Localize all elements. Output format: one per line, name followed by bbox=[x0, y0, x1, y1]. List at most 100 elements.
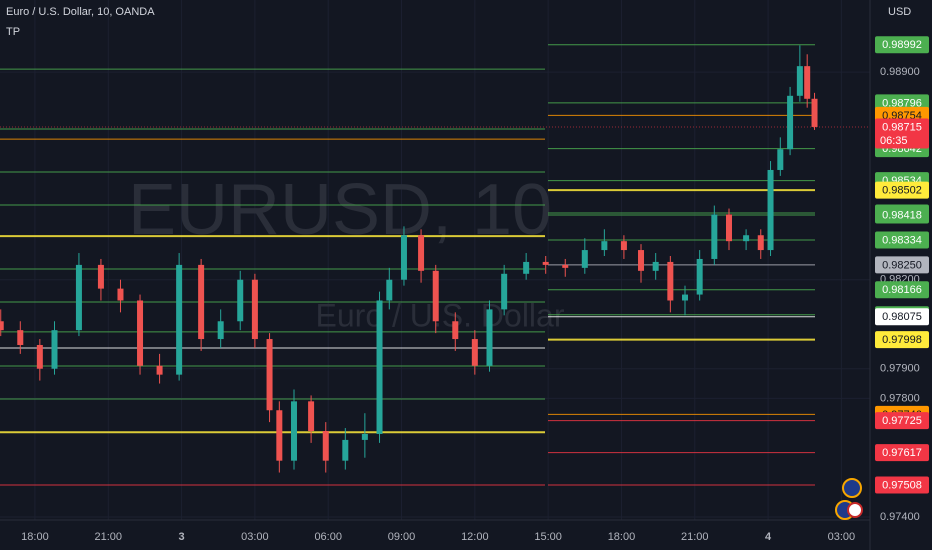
level-label: 0.98992 bbox=[882, 39, 922, 51]
candle-body bbox=[137, 300, 144, 366]
event-icon[interactable] bbox=[842, 478, 862, 498]
candle-body bbox=[652, 261, 659, 271]
candle-body bbox=[361, 433, 368, 440]
candle-body bbox=[251, 279, 258, 340]
x-tick-label: 21:00 bbox=[94, 531, 122, 543]
watermark-subtitle: Euro / U.S. Dollar bbox=[316, 297, 565, 333]
candle-body bbox=[711, 214, 718, 259]
candle-body bbox=[638, 250, 645, 271]
level-label: 0.98166 bbox=[882, 284, 922, 296]
level-label-box bbox=[875, 36, 929, 54]
candle-body bbox=[486, 309, 493, 366]
level-label: 0.97725 bbox=[882, 415, 922, 427]
candle-body bbox=[276, 410, 283, 461]
level-label-box bbox=[875, 308, 929, 326]
level-label-box bbox=[875, 206, 929, 224]
candle-body bbox=[471, 339, 478, 366]
level-label-box bbox=[875, 476, 929, 494]
x-tick-label: 03:00 bbox=[828, 531, 856, 543]
x-tick-label: 18:00 bbox=[608, 531, 636, 543]
chart-title: Euro / U.S. Dollar, 10, OANDA bbox=[6, 6, 155, 18]
candle-body bbox=[601, 241, 608, 251]
x-tick-label: 18:00 bbox=[21, 531, 49, 543]
level-label-box bbox=[875, 231, 929, 249]
candle-body bbox=[322, 431, 329, 461]
candle-body bbox=[523, 261, 530, 274]
level-label: 0.98502 bbox=[882, 185, 922, 197]
candle-body bbox=[787, 95, 794, 150]
level-label-box bbox=[875, 256, 929, 274]
candle-body bbox=[432, 270, 439, 322]
level-label: 0.98250 bbox=[882, 259, 922, 271]
x-tick-label: 15:00 bbox=[534, 531, 562, 543]
candle-body bbox=[400, 235, 407, 280]
candle-body bbox=[342, 439, 349, 461]
indicator-name: TP bbox=[6, 26, 20, 38]
x-tick-label: 4 bbox=[765, 531, 772, 543]
x-tick-label: 3 bbox=[179, 531, 185, 543]
x-tick-label: 09:00 bbox=[388, 531, 416, 543]
candle-body bbox=[308, 401, 315, 432]
candle-body bbox=[696, 258, 703, 295]
candle-body bbox=[667, 261, 674, 301]
candle-body bbox=[176, 264, 183, 375]
level-label-box bbox=[875, 444, 929, 462]
candle-body bbox=[796, 66, 803, 96]
y-tick-label: 0.98900 bbox=[880, 66, 920, 78]
level-label: 0.98075 bbox=[882, 311, 922, 323]
candle-body bbox=[581, 250, 588, 268]
candle-body bbox=[0, 321, 4, 331]
x-tick-label: 21:00 bbox=[681, 531, 709, 543]
candle-body bbox=[452, 321, 459, 340]
candle-body bbox=[156, 365, 163, 375]
candle-body bbox=[75, 264, 82, 331]
candle-body bbox=[217, 321, 224, 340]
candle-body bbox=[542, 261, 549, 265]
candle-body bbox=[804, 66, 811, 99]
level-label: 0.97508 bbox=[882, 479, 922, 491]
candle-body bbox=[501, 273, 508, 310]
level-label: 0.98796 bbox=[882, 97, 922, 109]
level-label: 0.98418 bbox=[882, 209, 922, 221]
last-price-box bbox=[875, 118, 929, 149]
candle-body bbox=[376, 300, 383, 434]
x-tick-label: 12:00 bbox=[461, 531, 489, 543]
x-tick-label: 03:00 bbox=[241, 531, 269, 543]
candle-body bbox=[725, 214, 732, 242]
level-label-box bbox=[875, 331, 929, 349]
candle-body bbox=[266, 339, 273, 411]
y-tick-label: 0.97400 bbox=[880, 511, 920, 523]
candle-body bbox=[418, 235, 425, 271]
candle-body bbox=[237, 279, 244, 322]
level-label-box bbox=[875, 412, 929, 430]
level-label: 0.97998 bbox=[882, 334, 922, 346]
x-tick-label: 06:00 bbox=[314, 531, 342, 543]
candle-body bbox=[562, 264, 569, 268]
last-price-label: 0.98715 bbox=[882, 121, 922, 133]
candle-body bbox=[51, 330, 58, 369]
candle-body bbox=[767, 169, 774, 251]
watermark: EURUSD, 10 bbox=[128, 170, 552, 250]
candle-body bbox=[17, 330, 24, 345]
candle-body bbox=[757, 235, 764, 251]
candle-body bbox=[36, 344, 43, 369]
candle-body bbox=[290, 401, 297, 461]
y-tick-label: 0.97800 bbox=[880, 392, 920, 404]
candle-body bbox=[811, 98, 818, 127]
candle-body bbox=[682, 294, 689, 301]
candle-body bbox=[117, 288, 124, 301]
level-label-box bbox=[875, 281, 929, 299]
y-tick-label: 0.97900 bbox=[880, 363, 920, 375]
event-icon[interactable] bbox=[847, 502, 863, 518]
level-label: 0.97617 bbox=[882, 447, 922, 459]
level-label: 0.98334 bbox=[882, 234, 922, 246]
currency-label: USD bbox=[888, 6, 911, 18]
candle-body bbox=[777, 149, 784, 170]
countdown: 06:35 bbox=[880, 135, 908, 147]
candle-body bbox=[743, 235, 750, 242]
candle-body bbox=[97, 264, 104, 289]
level-label-box bbox=[875, 181, 929, 199]
candle-body bbox=[198, 264, 205, 340]
